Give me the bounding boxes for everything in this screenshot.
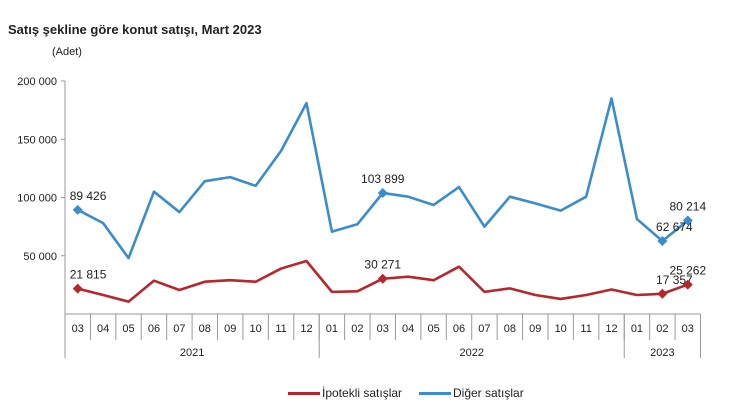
data-point-marker — [657, 235, 668, 246]
x-tick-label: 05 — [122, 323, 134, 335]
x-tick-label: 08 — [504, 323, 516, 335]
x-tick-label: 01 — [326, 323, 338, 335]
legend-label: İpotekli satışlar — [322, 386, 403, 400]
data-point-marker — [72, 204, 83, 215]
data-label: 30 271 — [364, 258, 401, 272]
y-tick-label: 50 000 — [23, 251, 57, 263]
x-tick-label: 05 — [427, 323, 439, 335]
data-point-marker — [72, 283, 83, 294]
x-tick-label: 10 — [250, 323, 262, 335]
x-tick-label: 09 — [529, 323, 541, 335]
chart-title: Satış şekline göre konut satışı, Mart 20… — [8, 22, 262, 37]
x-tick-label: 07 — [478, 323, 490, 335]
data-label: 62 674 — [656, 220, 693, 234]
x-tick-label: 03 — [377, 323, 389, 335]
legend-label: Diğer satışlar — [453, 386, 524, 400]
x-tick-label: 10 — [555, 323, 567, 335]
x-tick-label: 01 — [631, 323, 643, 335]
data-point-marker — [682, 215, 693, 226]
y-tick-label: 100 000 — [17, 193, 57, 205]
x-tick-label: 03 — [682, 323, 694, 335]
x-tick-label: 03 — [72, 323, 84, 335]
data-point-marker — [377, 273, 388, 284]
x-tick-label: 02 — [656, 323, 668, 335]
data-label: 103 899 — [361, 172, 405, 186]
x-tick-label: 04 — [402, 323, 414, 335]
data-label: 25 262 — [669, 264, 706, 278]
legend-swatch-blue — [419, 391, 451, 395]
legend-item-ipotekli: İpotekli satışlar — [288, 386, 402, 400]
data-label: 21 815 — [70, 268, 107, 282]
data-label: 80 214 — [669, 200, 706, 214]
x-tick-label: 02 — [351, 323, 363, 335]
data-label: 17 357 — [656, 273, 693, 287]
x-tick-label: 12 — [300, 323, 312, 335]
x-tick-label: 11 — [580, 323, 591, 335]
x-tick-label: 09 — [224, 323, 236, 335]
x-tick-label: 06 — [148, 323, 160, 335]
data-point-marker — [657, 288, 668, 299]
x-tick-label: 04 — [97, 323, 109, 335]
x-tick-label: 12 — [605, 323, 617, 335]
y-tick-label: 150 000 — [17, 134, 57, 146]
data-label: 89 426 — [70, 189, 107, 203]
data-point-marker — [377, 187, 388, 198]
x-tick-label: 08 — [199, 323, 211, 335]
y-axis-unit-label: (Adet) — [52, 46, 82, 58]
x-tick-label: 07 — [173, 323, 185, 335]
y-tick-label: 200 000 — [17, 76, 57, 88]
legend-item-diger: Diğer satışlar — [419, 386, 524, 400]
x-tick-label: 11 — [275, 323, 286, 335]
legend-swatch-red — [288, 391, 320, 395]
year-label: 2021 — [180, 347, 204, 359]
year-label: 2023 — [650, 347, 674, 359]
x-tick-label: 06 — [453, 323, 465, 335]
data-point-marker — [682, 279, 693, 290]
year-label: 2022 — [459, 347, 483, 359]
